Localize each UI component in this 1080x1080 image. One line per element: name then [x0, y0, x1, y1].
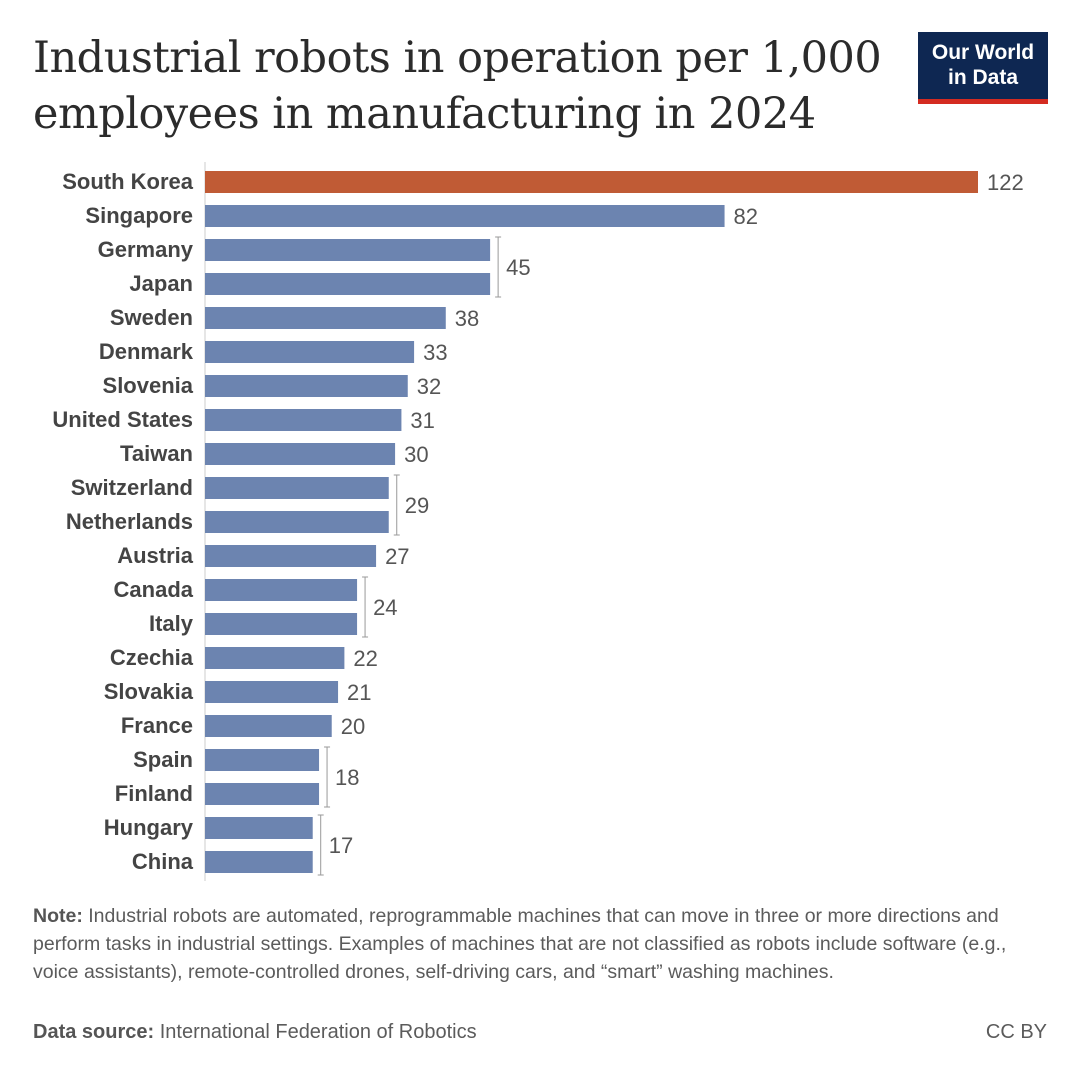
value-label: 29	[405, 493, 429, 518]
value-label: 21	[347, 680, 371, 705]
chart-note: Note: Industrial robots are automated, r…	[33, 902, 1053, 986]
value-label: 18	[335, 765, 359, 790]
category-label: Slovakia	[104, 679, 194, 704]
category-label: Italy	[149, 611, 194, 636]
bar-sweden	[205, 307, 446, 329]
category-label: Switzerland	[71, 475, 193, 500]
bar-spain	[205, 749, 320, 771]
bar-slovakia	[205, 681, 339, 703]
bar-china	[205, 851, 313, 873]
value-label: 24	[373, 595, 397, 620]
bar-south-korea	[205, 171, 978, 193]
value-label: 45	[506, 255, 530, 280]
bar-czechia	[205, 647, 345, 669]
bar-singapore	[205, 205, 725, 227]
data-source: Data source: International Federation of…	[33, 1021, 477, 1044]
category-label: Germany	[98, 237, 194, 262]
bar-slovenia	[205, 375, 408, 397]
value-label: 27	[385, 544, 409, 569]
category-label: Finland	[115, 781, 193, 806]
source-text: International Federation of Robotics	[154, 1021, 477, 1043]
value-label: 122	[987, 170, 1024, 195]
category-label: South Korea	[62, 169, 194, 194]
bar-finland	[205, 783, 320, 805]
value-label: 20	[341, 714, 365, 739]
category-label: Sweden	[110, 305, 193, 330]
category-label: France	[121, 713, 193, 738]
category-label: Austria	[117, 543, 194, 568]
bar-switzerland	[205, 477, 389, 499]
category-label: Japan	[129, 271, 193, 296]
bar-italy	[205, 613, 358, 635]
category-label: Denmark	[99, 339, 194, 364]
category-label: Slovenia	[103, 373, 194, 398]
bar-taiwan	[205, 443, 396, 465]
value-label: 33	[423, 340, 447, 365]
bar-netherlands	[205, 511, 389, 533]
category-label: Spain	[133, 747, 193, 772]
bar-hungary	[205, 817, 313, 839]
chart-title: Industrial robots in operation per 1,000…	[33, 33, 882, 139]
owid-logo[interactable]: Our World in Data	[918, 32, 1048, 104]
value-label: 32	[417, 374, 441, 399]
value-label: 30	[404, 442, 428, 467]
value-label: 31	[410, 408, 434, 433]
value-label: 22	[353, 646, 377, 671]
category-label: Czechia	[110, 645, 194, 670]
bar-united-states	[205, 409, 402, 431]
bar-japan	[205, 273, 491, 295]
source-label: Data source:	[33, 1021, 155, 1043]
bar-canada	[205, 579, 358, 601]
value-label: 17	[329, 833, 353, 858]
license-link[interactable]: CC BY	[985, 1021, 1047, 1043]
category-label: Netherlands	[66, 509, 193, 534]
bar-chart: South Korea Singapore Germany Japan Sweden De…	[52, 162, 1024, 881]
category-label: Taiwan	[120, 441, 193, 466]
logo-line-1: Our World	[931, 41, 1035, 64]
category-label: Hungary	[104, 815, 194, 840]
note-text: Industrial robots are automated, reprogr…	[33, 905, 1007, 983]
note-label: Note:	[33, 905, 83, 927]
value-label: 38	[455, 306, 479, 331]
category-label: Singapore	[85, 203, 193, 228]
category-label: China	[132, 849, 194, 874]
bar-denmark	[205, 341, 415, 363]
value-label: 82	[734, 204, 758, 229]
bar-austria	[205, 545, 377, 567]
category-label: Canada	[114, 577, 194, 602]
logo-line-2: in Data	[947, 66, 1018, 89]
category-label: United States	[52, 407, 193, 432]
bar-germany	[205, 239, 491, 261]
bar-france	[205, 715, 332, 737]
